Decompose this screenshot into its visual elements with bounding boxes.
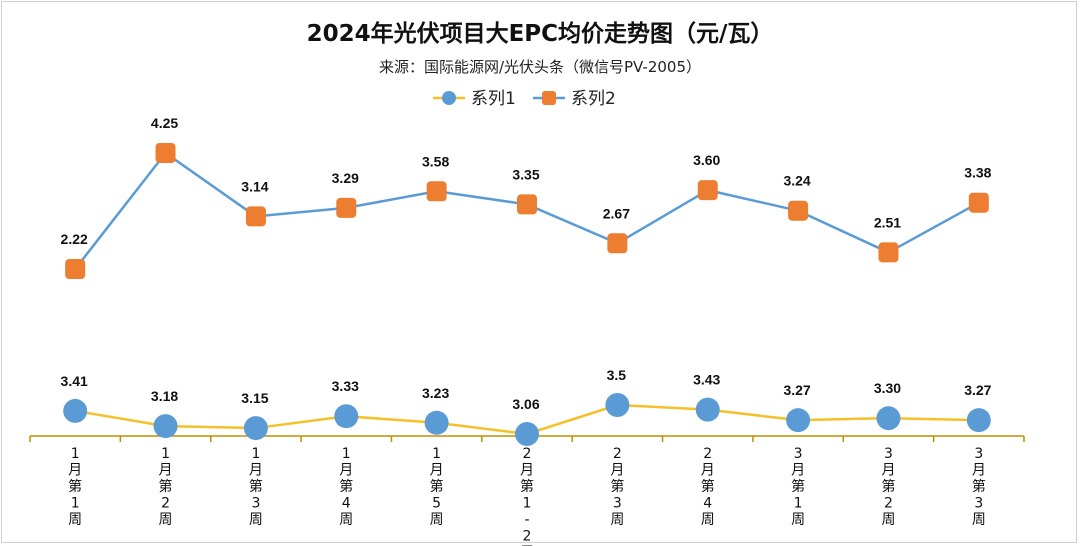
series-1-data-label: 3.23 — [422, 385, 449, 401]
series-2-point — [788, 200, 809, 221]
series-1-point — [153, 414, 178, 439]
series-1-point — [515, 422, 539, 446]
legend-series-1-label: 系列1 — [471, 89, 516, 109]
series-2-data-label: 3.24 — [783, 173, 810, 189]
series-1-data-label: 3.15 — [241, 390, 268, 406]
series-1-point — [334, 404, 359, 429]
series-1-data-label: 3.5 — [607, 367, 627, 383]
series-2-data-label: 2.22 — [61, 231, 88, 247]
series-1-point — [424, 410, 449, 435]
series-2-point — [968, 192, 989, 213]
series-2-point — [336, 197, 357, 218]
series-1-point — [876, 406, 901, 431]
series-2-data-label: 3.29 — [332, 170, 359, 186]
legend-series-1-marker — [442, 91, 456, 105]
series-2-point — [607, 233, 628, 254]
series-1-point — [786, 408, 811, 433]
series-1-data-label: 3.18 — [151, 388, 178, 404]
series-1-point — [605, 393, 630, 417]
series-2-point — [697, 180, 718, 201]
legend: 系列1 系列2 — [433, 89, 616, 109]
series-2-data-label: 3.60 — [693, 152, 720, 168]
series-1-data-label: 3.27 — [964, 382, 991, 398]
series-2-data-label: 2.51 — [874, 214, 901, 230]
series-1-data-label: 3.41 — [61, 373, 88, 389]
series-1-data-label: 3.33 — [332, 378, 359, 394]
series-1-data-label: 3.30 — [874, 380, 901, 396]
chart-subtitle: 来源：国际能源网/光伏头条（微信号PV-2005） — [378, 58, 702, 76]
series-1-point — [966, 408, 991, 433]
series-1-point — [243, 416, 268, 441]
series-2-point — [878, 242, 899, 263]
series-2-data-label: 3.58 — [422, 153, 449, 169]
series-2-data-label: 2.67 — [603, 205, 630, 221]
x-tick-label: 3 月第 2 周 — [881, 446, 895, 528]
x-tick-label: 2 月第 3 周 — [610, 446, 624, 528]
x-tick-label: 1 月第 1 周 — [68, 446, 82, 528]
series-2-point — [426, 181, 447, 202]
series-1-point — [63, 398, 88, 423]
x-tick-label: 1 月第 5 周 — [430, 446, 444, 528]
x-tick-label: 3 月第 3 周 — [972, 446, 986, 528]
series-2-data-label: 3.35 — [512, 166, 539, 182]
series-1-point — [695, 397, 720, 422]
series-2-data-label: 3.38 — [964, 165, 991, 181]
series-1-data-label: 3.43 — [693, 372, 720, 388]
legend-series-2-label: 系列2 — [571, 89, 616, 109]
series-2-data-label: 4.25 — [151, 115, 178, 131]
x-tick-label: 3 月第 1 周 — [791, 446, 805, 528]
x-tick-label: 1 月第 4 周 — [339, 446, 353, 528]
series-2-point — [245, 206, 266, 227]
series-2-point — [155, 143, 176, 163]
x-tick-label: 2 月第 4 周 — [701, 446, 715, 528]
series-2-point — [65, 259, 86, 279]
series-2-data-label: 3.14 — [241, 178, 268, 194]
series-1-data-label: 3.27 — [783, 382, 810, 398]
chart-title: 2024年光伏项目大EPC均价走势图（元/瓦） — [306, 21, 774, 47]
series-1-data-label: 3.06 — [512, 396, 539, 412]
legend-series-2-marker — [542, 91, 556, 105]
x-tick-label: 1 月第 3 周 — [249, 446, 263, 528]
x-tick-label: 1 月第 2 周 — [159, 446, 173, 528]
series-2-point — [517, 194, 537, 215]
